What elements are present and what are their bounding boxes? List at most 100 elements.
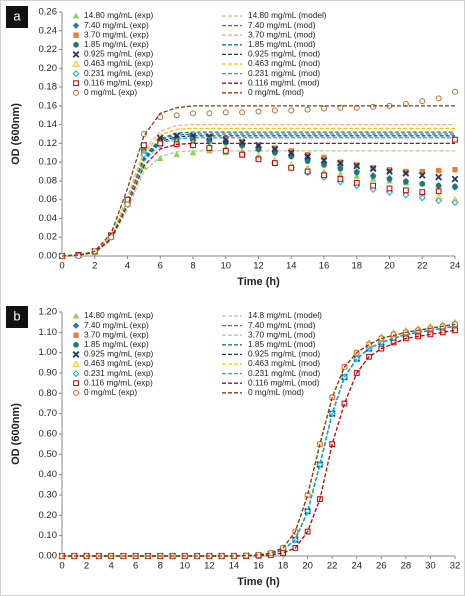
y-tick-label: 0.90	[39, 368, 58, 379]
legend-label: 0.463 mg/mL (mod)	[248, 358, 320, 368]
legend-label: 14.80 mg/mL (model)	[248, 10, 327, 20]
marker	[173, 112, 180, 119]
marker	[124, 201, 131, 208]
marker	[451, 88, 459, 95]
marker	[271, 145, 279, 153]
marker	[370, 182, 377, 189]
legend-marker	[72, 360, 80, 367]
x-tick-label: 10	[220, 261, 231, 272]
y-tick-label: 0.60	[39, 429, 58, 440]
marker	[321, 172, 327, 179]
x-tick-label: 24	[351, 561, 362, 572]
x-tick-label: 2	[84, 561, 89, 572]
marker	[418, 194, 426, 202]
legend-label: 0.925 mg/mL (mod)	[248, 349, 320, 359]
marker	[435, 188, 442, 195]
x-tick-label: 2	[92, 261, 97, 272]
marker	[337, 165, 344, 172]
legend-label: 1.85 mg/mL (mod)	[248, 39, 316, 49]
marker	[239, 109, 246, 116]
y-tick-label: 0.24	[39, 25, 58, 36]
marker	[419, 98, 426, 105]
marker	[320, 156, 328, 164]
x-axis-title: Time (h)	[237, 276, 280, 288]
marker	[320, 105, 328, 112]
marker	[189, 149, 197, 156]
y-tick-label: 0.08	[39, 175, 58, 186]
marker	[271, 160, 278, 166]
panel-label: b	[13, 308, 20, 323]
y-tick-label: 0.50	[39, 449, 58, 460]
y-tick-label: 0.20	[39, 510, 58, 521]
marker	[157, 140, 164, 147]
y-axis-title: OD (600nm)	[10, 103, 22, 165]
marker	[287, 149, 295, 157]
marker	[255, 156, 262, 163]
legend-label: 0.116 mg/mL (mod)	[248, 377, 320, 387]
marker	[288, 164, 295, 171]
model-line	[61, 105, 455, 257]
legend-marker	[72, 350, 80, 358]
legend-marker	[72, 50, 80, 58]
x-tick-label: 12	[253, 261, 264, 272]
x-axis-title: Time (h)	[237, 576, 280, 588]
x-tick-label: 8	[190, 261, 195, 272]
marker	[403, 179, 409, 185]
marker	[419, 189, 426, 196]
x-tick-label: 28	[401, 561, 412, 572]
marker	[304, 168, 311, 175]
marker	[370, 103, 377, 110]
marker	[418, 171, 426, 179]
marker	[173, 132, 181, 140]
y-tick-label: 0.30	[39, 490, 58, 501]
legend-marker	[72, 89, 80, 96]
marker	[316, 460, 324, 469]
marker	[402, 169, 410, 177]
legend-label: 1.85 mg/mL (mod)	[248, 339, 316, 349]
x-tick-label: 6	[133, 561, 138, 572]
x-tick-label: 10	[180, 561, 191, 572]
y-tick-label: 0.16	[39, 100, 58, 111]
x-tick-label: 14	[229, 561, 240, 572]
y-tick-label: 1.00	[39, 347, 58, 358]
marker	[341, 400, 348, 407]
marker	[435, 182, 442, 189]
marker	[304, 158, 311, 165]
marker	[206, 110, 213, 117]
y-tick-label: 0.26	[39, 7, 58, 18]
marker	[238, 139, 246, 146]
marker	[419, 180, 426, 187]
marker	[271, 107, 278, 114]
legend-label: 0.925 mg/mL (exp)	[84, 349, 154, 359]
legend-marker	[73, 41, 79, 48]
legend-label: 0.231 mg/mL (mod)	[248, 368, 320, 378]
legend-label: 0.925 mg/mL (mod)	[248, 49, 320, 59]
marker	[189, 110, 197, 117]
marker	[140, 151, 148, 159]
y-tick-label: 1.20	[39, 307, 58, 318]
marker	[222, 148, 229, 154]
x-tick-label: 12	[204, 561, 215, 572]
y-axis-title: OD (600nm)	[10, 403, 22, 465]
x-tick-label: 26	[376, 561, 387, 572]
legend-label: 0.925 mg/mL (exp)	[84, 49, 154, 59]
legend-label: 0.116 mg/mL (exp)	[84, 77, 153, 87]
marker	[321, 162, 327, 168]
marker	[288, 107, 295, 114]
marker	[419, 168, 425, 175]
marker	[451, 175, 459, 183]
legend-label: 0.231 mg/mL (mod)	[248, 68, 320, 78]
legend-label: 0 mg/mL (exp)	[84, 87, 137, 97]
marker	[386, 185, 393, 192]
legend-label: 0 mg/mL (mod)	[248, 87, 304, 97]
marker	[353, 179, 360, 186]
marker	[402, 191, 410, 199]
marker	[304, 507, 312, 515]
legend-label: 1.85 mg/mL (exp)	[84, 339, 149, 349]
y-tick-label: 0.10	[39, 530, 58, 541]
legend-marker	[72, 70, 80, 78]
marker	[239, 151, 246, 158]
marker	[451, 199, 459, 207]
x-tick-label: 16	[253, 561, 264, 572]
